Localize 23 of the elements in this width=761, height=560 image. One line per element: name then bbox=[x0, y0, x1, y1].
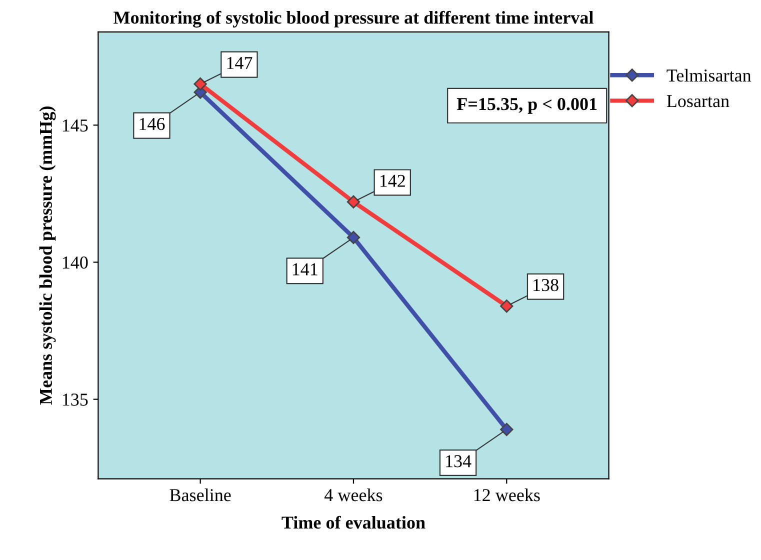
legend-label: Losartan bbox=[666, 95, 730, 108]
point bbox=[500, 299, 514, 313]
point bbox=[346, 230, 360, 244]
x-tick-label: 12 weeks bbox=[474, 488, 540, 502]
point bbox=[194, 77, 207, 91]
data-label: 134 bbox=[446, 455, 472, 468]
x-axis-title: Time of evaluation bbox=[282, 516, 426, 529]
data-label: 142 bbox=[380, 174, 405, 187]
point bbox=[346, 195, 360, 208]
x-tick-label: Baseline bbox=[170, 488, 231, 502]
legend-label: Telmisartan bbox=[666, 68, 752, 82]
y-axis-title: Means systolic blood pressure (mmHg) bbox=[39, 106, 56, 405]
data-label: 147 bbox=[227, 56, 252, 69]
y-tick-label: 145 bbox=[62, 119, 88, 132]
y-tick-label: 135 bbox=[62, 394, 88, 406]
x-tick-label: 4 weeks bbox=[324, 488, 382, 502]
y-tick-label: 140 bbox=[62, 256, 88, 269]
data-label: 146 bbox=[140, 118, 165, 130]
point bbox=[500, 422, 514, 436]
data-label: 138 bbox=[534, 278, 558, 292]
chart-title: Monitoring of systolic blood pressure at different time interval bbox=[114, 10, 594, 28]
data-label: 141 bbox=[292, 263, 318, 276]
annotation: F=15.35, p < 0.001 bbox=[456, 98, 597, 114]
